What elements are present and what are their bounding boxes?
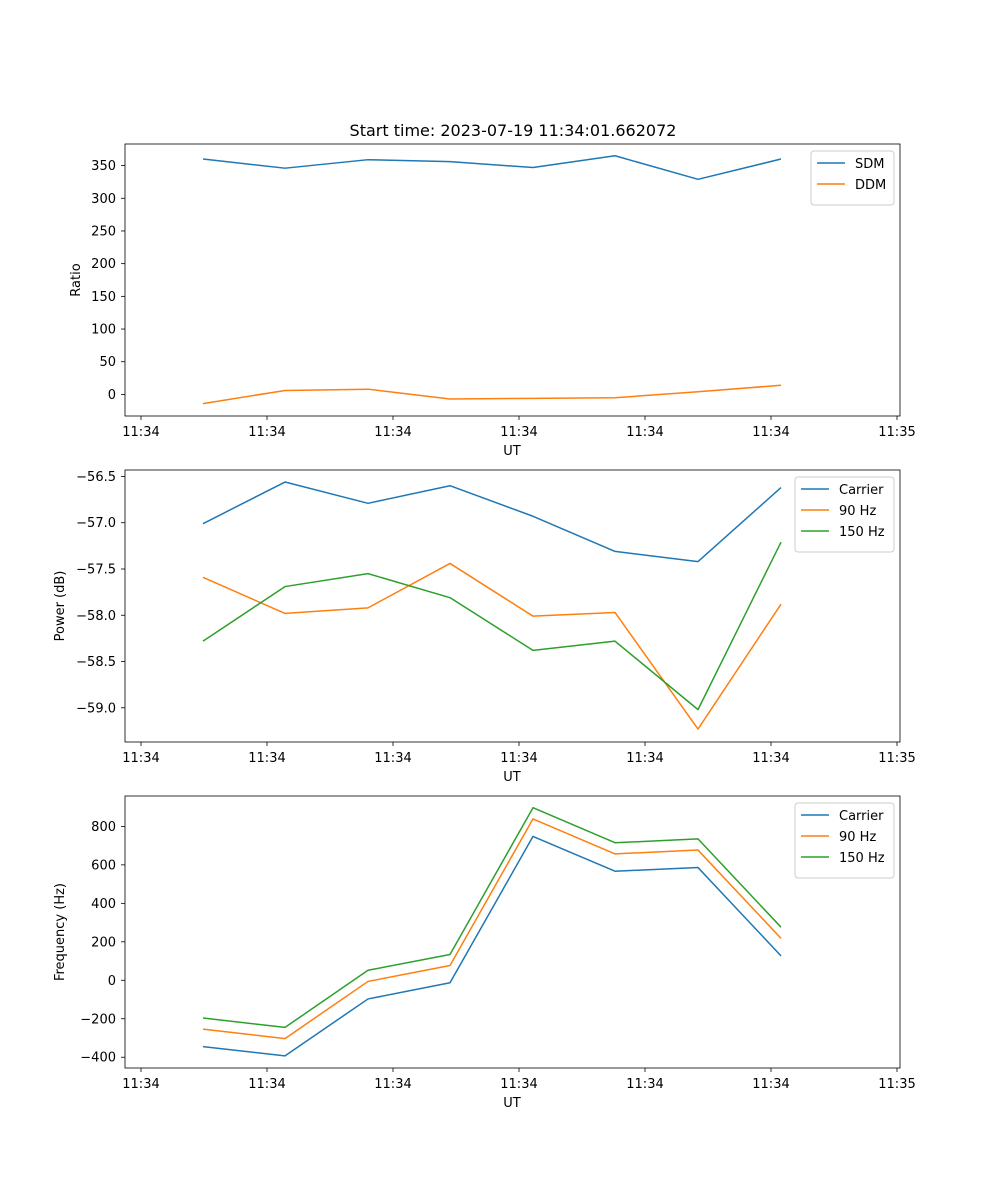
y-tick-label: 250 [91,224,116,239]
x-tick-label: 11:35 [878,1077,915,1092]
y-axis-label: Power (dB) [53,571,68,642]
axes-frame [124,795,901,1069]
x-axis-label: UT [503,444,521,459]
panels: 11:34 11:34 11:34 11:34 11:34 11:34 11:35 0 50 10… [53,143,916,1111]
x-tick-label: 11:34 [626,751,663,766]
y-tick-label: 400 [91,897,116,912]
series-line-ddm [202,384,782,405]
x-tick-label: 11:34 [374,1077,411,1092]
chart-panel-2: 11:34 11:34 11:34 11:34 11:34 11:34 11:35 −59.0… [53,469,916,785]
y-tick-label: −58.5 [76,655,116,670]
x-axis-label: UT [503,770,521,785]
x-tick-label: 11:34 [752,751,789,766]
y-tick-label: 800 [91,820,116,835]
legend-label: Carrier [839,483,884,498]
x-tick-label: 11:34 [374,751,411,766]
legend-label: 90 Hz [839,504,876,519]
x-axis-label: UT [503,1096,521,1111]
legend-label: 150 Hz [839,851,885,866]
y-tick-label: 0 [108,388,116,403]
legend: Carrier 90 Hz 150 Hz [794,802,895,879]
series-line-carrier [202,481,782,563]
y-axis-label: Frequency (Hz) [53,883,68,981]
y-tick-label: 600 [91,858,116,873]
series-line-carrier [202,835,782,1057]
legend-label: Carrier [839,809,884,824]
y-tick-label: 350 [91,159,116,174]
series-line-sdm [202,155,782,181]
x-tick-label: 11:34 [248,1077,285,1092]
x-tick-label: 11:34 [122,425,159,440]
axes-frame [124,469,901,743]
y-tick-label: −57.5 [76,562,116,577]
x-tick-label: 11:34 [374,425,411,440]
x-tick-label: 11:34 [626,1077,663,1092]
figure-title: Start time: 2023-07-19 11:34:01.662072 [350,121,677,140]
x-tick-label: 11:35 [878,425,915,440]
x-tick-label: 11:34 [248,425,285,440]
y-tick-label: 200 [91,257,116,272]
axes-frame [124,143,901,417]
chart-panel-1: 11:34 11:34 11:34 11:34 11:34 11:34 11:35 0 50 10… [69,143,916,459]
legend-frame [810,150,895,206]
y-tick-label: −400 [80,1051,116,1066]
legend-label: DDM [855,178,886,193]
legend-label: 150 Hz [839,525,885,540]
y-tick-label: 0 [108,974,116,989]
x-tick-label: 11:34 [500,425,537,440]
x-tick-label: 11:34 [626,425,663,440]
y-tick-label: −200 [80,1012,116,1027]
y-tick-label: 50 [99,355,116,370]
series-line-150-hz [202,541,782,711]
y-tick-label: −57.0 [76,516,116,531]
y-tick-label: −56.5 [76,470,116,485]
y-tick-label: −58.0 [76,609,116,624]
y-tick-label: 200 [91,935,116,950]
x-tick-label: 11:35 [878,751,915,766]
x-tick-label: 11:34 [122,1077,159,1092]
legend-frame [794,802,895,879]
series-line-150-hz [202,806,782,1029]
series-line-90-hz [202,818,782,1040]
x-tick-label: 11:34 [752,425,789,440]
chart-panel-3: 11:34 11:34 11:34 11:34 11:34 11:34 11:35 −400 −… [53,795,916,1111]
y-tick-label: 300 [91,192,116,207]
legend-label: SDM [855,157,884,172]
x-tick-label: 11:34 [500,1077,537,1092]
x-tick-label: 11:34 [122,751,159,766]
series-line-90-hz [202,562,782,730]
legend: Carrier 90 Hz 150 Hz [794,476,895,553]
y-axis-label: Ratio [69,263,84,296]
legend-frame [794,476,895,553]
legend: SDM DDM [810,150,895,206]
y-tick-label: −59.0 [76,701,116,716]
legend-label: 90 Hz [839,830,876,845]
y-tick-label: 100 [91,323,116,338]
x-tick-label: 11:34 [752,1077,789,1092]
y-tick-label: 150 [91,290,116,305]
x-tick-label: 11:34 [500,751,537,766]
x-tick-label: 11:34 [248,751,285,766]
